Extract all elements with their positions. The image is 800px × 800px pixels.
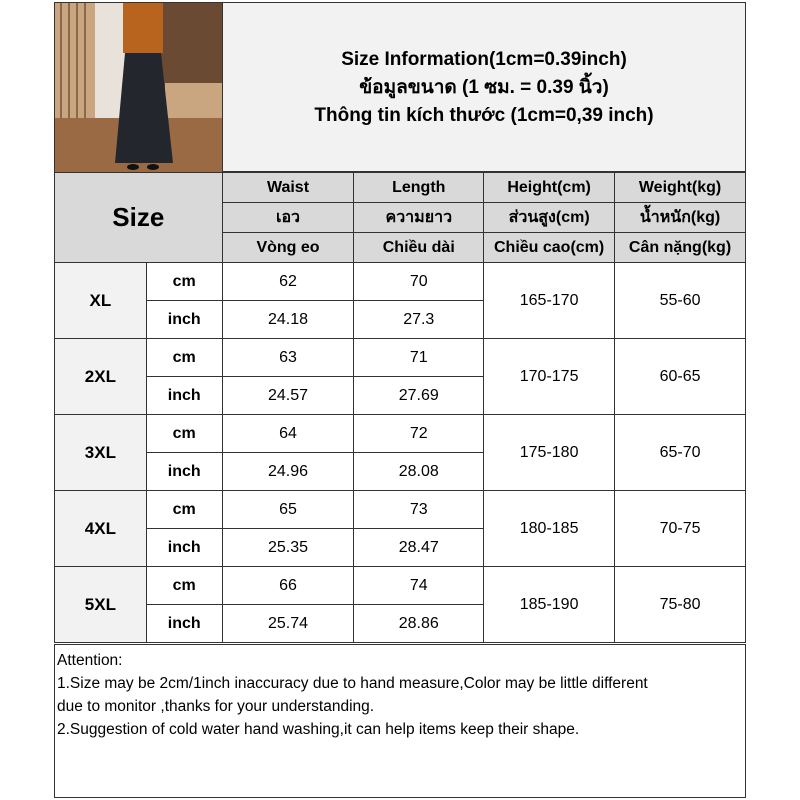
unit-cm: cm <box>145 566 223 605</box>
waist-inch: 24.18 <box>221 300 355 339</box>
weight-range: 75-80 <box>614 566 746 643</box>
table-row-cm: 2XL cm 63 71 170-175 60-65 <box>54 338 746 415</box>
unit-cm: cm <box>145 338 223 377</box>
height-range: 165-170 <box>483 262 616 339</box>
col-weight-vi: Cân nặng(kg) <box>614 232 746 263</box>
waist-cm: 62 <box>221 262 355 301</box>
attention-notes: Attention: 1.Size may be 2cm/1inch inacc… <box>54 644 746 798</box>
length-cm: 71 <box>353 338 485 377</box>
col-waist-vi: Vòng eo <box>221 232 355 263</box>
length-cm: 74 <box>353 566 485 605</box>
waist-cm: 64 <box>221 414 355 453</box>
unit-inch: inch <box>145 604 223 643</box>
col-waist: Waist <box>221 172 355 203</box>
attention-line: 2.Suggestion of cold water hand washing,… <box>57 721 580 738</box>
col-length-th: ความยาว <box>353 202 485 233</box>
height-range: 185-190 <box>483 566 616 643</box>
unit-inch: inch <box>145 452 223 491</box>
col-height-vi: Chiều cao(cm) <box>483 232 616 263</box>
title-line-th: ข้อมูลขนาด (1 ซม. = 0.39 นิ้ว) <box>359 77 609 98</box>
col-length: Length <box>353 172 485 203</box>
size-cell: 4XL <box>54 490 147 567</box>
size-information-title: Size Information(1cm=0.39inch) ข้อมูลขนา… <box>223 3 745 173</box>
unit-cm: cm <box>145 490 223 529</box>
attention-line: due to monitor ,thanks for your understa… <box>57 698 375 715</box>
header-row-en: Size Waist Length Height(cm) Weight(kg) <box>54 172 746 263</box>
table-row-inch: inch 24.96 28.08 <box>55 452 746 491</box>
unit-inch: inch <box>145 376 223 415</box>
unit-cm: cm <box>145 414 223 453</box>
attention-line: 1.Size may be 2cm/1inch inaccuracy due t… <box>57 675 648 692</box>
length-inch: 28.47 <box>353 528 485 567</box>
waist-inch: 25.35 <box>221 528 355 567</box>
weight-range: 55-60 <box>614 262 746 339</box>
height-range: 180-185 <box>483 490 616 567</box>
size-cell: 5XL <box>54 566 147 643</box>
table-row-inch: inch 25.74 28.86 <box>55 604 746 643</box>
col-length-vi: Chiều dài <box>353 232 485 263</box>
waist-inch: 24.96 <box>221 452 355 491</box>
unit-cm: cm <box>145 262 223 301</box>
length-cm: 73 <box>353 490 485 529</box>
size-cell: 3XL <box>54 414 147 491</box>
weight-range: 65-70 <box>614 414 746 491</box>
product-photo <box>55 3 223 173</box>
length-inch: 27.69 <box>353 376 485 415</box>
unit-inch: inch <box>145 528 223 567</box>
size-cell: 2XL <box>54 338 147 415</box>
waist-cm: 63 <box>221 338 355 377</box>
table-row-cm: XL cm 62 70 165-170 55-60 <box>54 262 746 339</box>
table-row-inch: inch 24.57 27.69 <box>55 376 746 415</box>
waist-cm: 65 <box>221 490 355 529</box>
title-line-vi: Thông tin kích thước (1cm=0,39 inch) <box>314 105 654 126</box>
table-row-cm: 4XL cm 65 73 180-185 70-75 <box>54 490 746 567</box>
height-range: 175-180 <box>483 414 616 491</box>
col-waist-th: เอว <box>221 202 355 233</box>
weight-range: 60-65 <box>614 338 746 415</box>
col-height-th: ส่วนสูง(cm) <box>483 202 616 233</box>
length-cm: 72 <box>353 414 485 453</box>
table-row-inch: inch 25.35 28.47 <box>55 528 746 567</box>
waist-cm: 66 <box>221 566 355 605</box>
size-cell: XL <box>54 262 147 339</box>
weight-range: 70-75 <box>614 490 746 567</box>
unit-inch: inch <box>145 300 223 339</box>
length-inch: 28.08 <box>353 452 485 491</box>
col-weight: Weight(kg) <box>614 172 746 203</box>
col-height: Height(cm) <box>483 172 616 203</box>
attention-heading: Attention: <box>57 652 123 669</box>
size-header: Size <box>54 172 223 263</box>
length-inch: 28.86 <box>353 604 485 643</box>
height-range: 170-175 <box>483 338 616 415</box>
chart-header: Size Information(1cm=0.39inch) ข้อมูลขนา… <box>54 2 746 173</box>
length-cm: 70 <box>353 262 485 301</box>
header-row-vi: Vòng eo Chiều dài Chiều cao(cm) Cân nặng… <box>55 232 746 263</box>
table-row-cm: 3XL cm 64 72 175-180 65-70 <box>54 414 746 491</box>
col-weight-th: น้ำหนัก(kg) <box>614 202 746 233</box>
size-chart: Size Information(1cm=0.39inch) ข้อมูลขนา… <box>54 2 746 798</box>
title-line-en: Size Information(1cm=0.39inch) <box>341 49 627 70</box>
length-inch: 27.3 <box>353 300 485 339</box>
table-row-cm: 5XL cm 66 74 185-190 75-80 <box>54 566 746 643</box>
waist-inch: 24.57 <box>221 376 355 415</box>
waist-inch: 25.74 <box>221 604 355 643</box>
size-table: Size Waist Length Height(cm) Weight(kg) … <box>54 172 746 643</box>
